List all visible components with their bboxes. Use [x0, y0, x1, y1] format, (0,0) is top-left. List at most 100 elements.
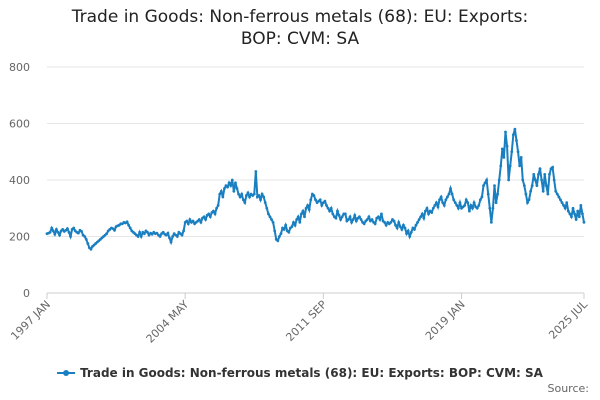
point — [431, 206, 435, 210]
point — [51, 229, 55, 233]
x-tick-label: 2004 MAY — [144, 298, 192, 346]
point — [579, 204, 583, 207]
point — [241, 198, 245, 202]
point — [499, 164, 503, 168]
point — [142, 232, 146, 236]
point — [292, 220, 295, 224]
point — [340, 215, 344, 219]
point — [546, 192, 550, 196]
point — [485, 178, 489, 182]
point — [482, 184, 485, 188]
point — [530, 184, 534, 188]
point — [491, 206, 495, 210]
point — [268, 215, 272, 219]
point — [413, 228, 416, 231]
point — [168, 236, 171, 240]
point — [235, 187, 239, 190]
point — [359, 218, 363, 221]
point — [507, 178, 511, 182]
point — [306, 204, 310, 207]
point — [277, 235, 281, 238]
point — [343, 212, 347, 216]
point — [234, 181, 237, 185]
series-line — [46, 128, 585, 251]
point — [376, 215, 380, 219]
point — [66, 227, 69, 230]
point — [505, 144, 509, 148]
point — [494, 201, 498, 205]
point — [522, 184, 526, 188]
point — [466, 201, 470, 205]
point — [441, 201, 445, 205]
point — [433, 204, 437, 207]
point — [497, 178, 501, 182]
point — [61, 228, 65, 231]
point — [464, 198, 468, 202]
point — [486, 192, 490, 196]
point — [56, 230, 60, 234]
point — [328, 209, 332, 213]
point — [72, 226, 76, 230]
point — [450, 192, 454, 196]
point — [155, 231, 159, 235]
point — [358, 215, 361, 219]
point — [265, 206, 269, 210]
point — [373, 222, 377, 226]
point — [325, 204, 328, 207]
point — [563, 206, 567, 210]
point — [395, 226, 399, 230]
point — [389, 220, 393, 224]
point — [48, 230, 52, 234]
point — [259, 198, 262, 202]
point — [67, 230, 71, 234]
source: Source: — [548, 382, 590, 395]
point — [266, 212, 270, 216]
point — [442, 204, 446, 207]
point — [298, 220, 302, 224]
point — [350, 220, 354, 224]
point — [532, 172, 536, 176]
point — [219, 189, 223, 193]
point — [496, 192, 500, 196]
point — [471, 206, 474, 210]
point — [475, 206, 479, 210]
point — [380, 212, 383, 216]
point — [527, 198, 531, 202]
point — [125, 220, 129, 224]
point — [227, 181, 231, 185]
point — [284, 223, 288, 227]
point — [526, 201, 529, 205]
point — [513, 127, 517, 131]
point — [444, 198, 448, 202]
point — [353, 213, 357, 217]
point — [175, 235, 179, 238]
point — [309, 198, 313, 202]
point — [221, 195, 225, 199]
point — [276, 239, 280, 243]
point — [362, 222, 366, 226]
point — [422, 216, 426, 220]
point — [290, 225, 294, 229]
point — [510, 150, 514, 154]
point — [453, 201, 457, 205]
point — [480, 195, 484, 199]
point — [463, 204, 467, 207]
chart-title: Trade in Goods: Non-ferrous metals (68):… — [71, 7, 529, 49]
point — [430, 211, 434, 214]
point — [554, 189, 558, 193]
point — [562, 204, 565, 207]
point — [467, 209, 471, 213]
point — [424, 209, 427, 213]
point — [458, 201, 462, 205]
point — [293, 223, 297, 227]
point — [312, 194, 316, 197]
point — [406, 229, 410, 233]
point — [331, 212, 335, 216]
point — [416, 220, 419, 224]
point — [449, 187, 452, 190]
point — [414, 223, 418, 227]
point — [136, 235, 140, 238]
point — [307, 208, 311, 212]
point — [86, 242, 90, 245]
y-tick-label: 0 — [23, 287, 30, 300]
